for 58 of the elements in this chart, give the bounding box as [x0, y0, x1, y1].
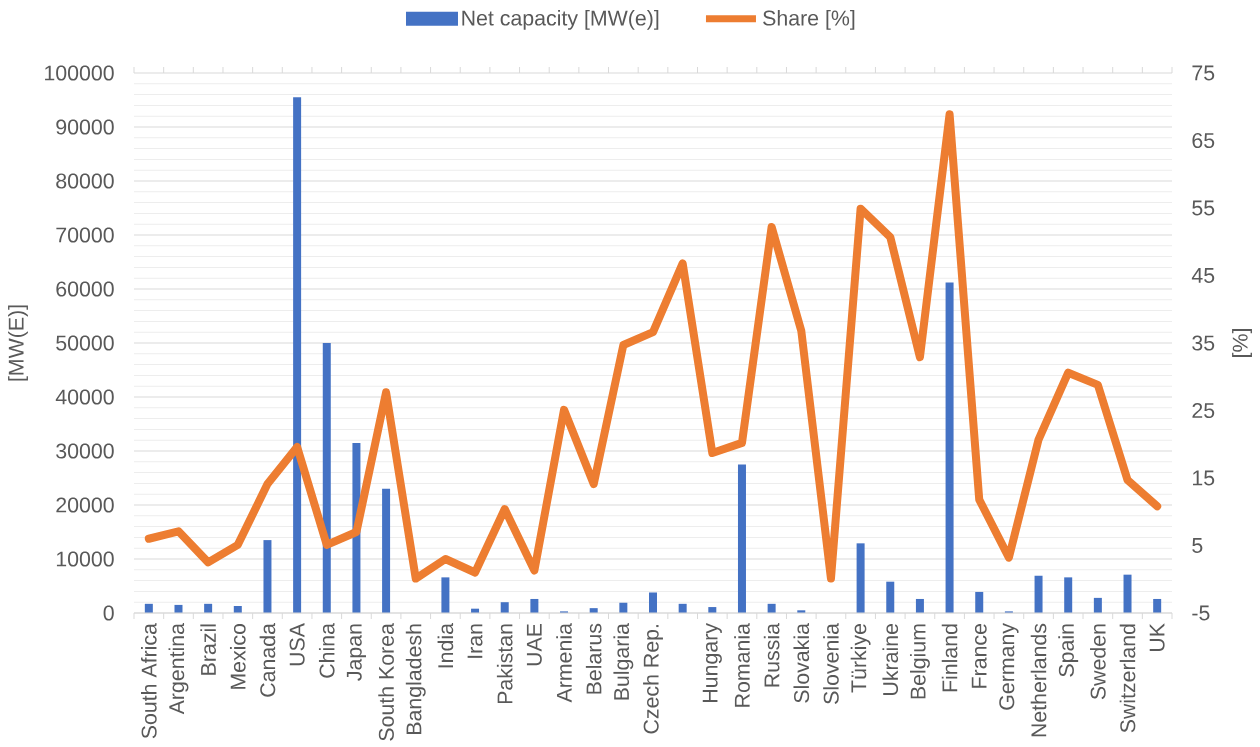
- x-tick-label: Slovenia: [823, 623, 839, 704]
- y-tick-label: 0: [103, 605, 114, 621]
- y-axis-title: [MW(E)]: [8, 305, 28, 381]
- y-tick-label: 30000: [56, 443, 114, 459]
- x-tick-label: Finland: [941, 624, 958, 692]
- x-tick-label: Mexico: [229, 623, 246, 689]
- y2-axis-title: [%]: [1232, 329, 1252, 357]
- y2-tick-label: -5: [1192, 605, 1210, 621]
- y2-tick-label: 5: [1192, 538, 1203, 553]
- x-tick-label: Russia: [763, 623, 780, 687]
- x-tick-label: Hungary: [702, 623, 722, 702]
- x-tick-label: Sweden: [1090, 624, 1106, 700]
- x-tick-label: Switzerland: [1119, 624, 1136, 733]
- y2-tick-label: 65: [1192, 132, 1215, 149]
- x-tick-label: France: [971, 624, 987, 688]
- x-tick-label: Bangladesh: [405, 624, 426, 734]
- x-tick-label: Armenia: [556, 623, 572, 703]
- x-tick-label: Germany: [999, 623, 1019, 710]
- y-tick-label: 20000: [56, 497, 114, 513]
- x-tick-label: Pakistan: [496, 624, 513, 704]
- x-tick-label: Ukraine: [882, 624, 899, 695]
- x-tick-label: UK: [1149, 623, 1165, 652]
- x-tick-label: India: [437, 623, 454, 668]
- x-tick-label: Brazil: [200, 624, 216, 675]
- x-tick-label: Canada: [259, 623, 276, 697]
- x-tick-label: Japan: [346, 624, 366, 681]
- x-tick-label: Romania: [734, 623, 750, 707]
- y2-tick-label: 45: [1191, 268, 1215, 283]
- x-tick-label: South Korea: [378, 623, 394, 741]
- x-tick-label: USA: [289, 623, 305, 666]
- x-tick-label: China: [318, 623, 335, 678]
- x-tick-label: UAE: [526, 623, 542, 666]
- x-tick-label: Bulgaria: [613, 623, 634, 700]
- y-tick-label: 10000: [56, 551, 114, 567]
- x-tick-label: Iran: [467, 624, 483, 658]
- x-tick-label: South Africa: [141, 623, 157, 739]
- x-tick-label: Türkiye: [850, 624, 871, 693]
- y2-tick-label: 55: [1192, 200, 1215, 216]
- y-tick-label: 70000: [56, 227, 114, 243]
- y-tick-label: 100000: [45, 65, 114, 81]
- y-tick-label: 80000: [56, 173, 114, 189]
- y-tick-label: 50000: [56, 335, 114, 351]
- x-tick-label: Argentina: [168, 623, 189, 715]
- y2-tick-label: 25: [1192, 402, 1215, 419]
- legend-label: Share [%]: [763, 9, 855, 30]
- legend-label: Net capacity [MW(e)]: [462, 9, 659, 30]
- y2-tick-label: 15: [1193, 470, 1215, 486]
- y2-tick-label: 35: [1192, 335, 1215, 351]
- x-tick-label: Netherlands: [1030, 623, 1047, 737]
- x-tick-label: Belarus: [585, 623, 602, 694]
- y-tick-label: 40000: [55, 389, 114, 405]
- x-tick-label: Czech Rep.: [643, 625, 663, 734]
- x-tick-label: Slovakia: [793, 623, 810, 703]
- x-tick-label: Spain: [1058, 624, 1079, 677]
- y-tick-label: 60000: [56, 281, 114, 297]
- y2-tick-label: 75: [1192, 65, 1215, 81]
- x-tick-label: Belgium: [909, 624, 930, 699]
- y-tick-label: 90000: [56, 119, 114, 135]
